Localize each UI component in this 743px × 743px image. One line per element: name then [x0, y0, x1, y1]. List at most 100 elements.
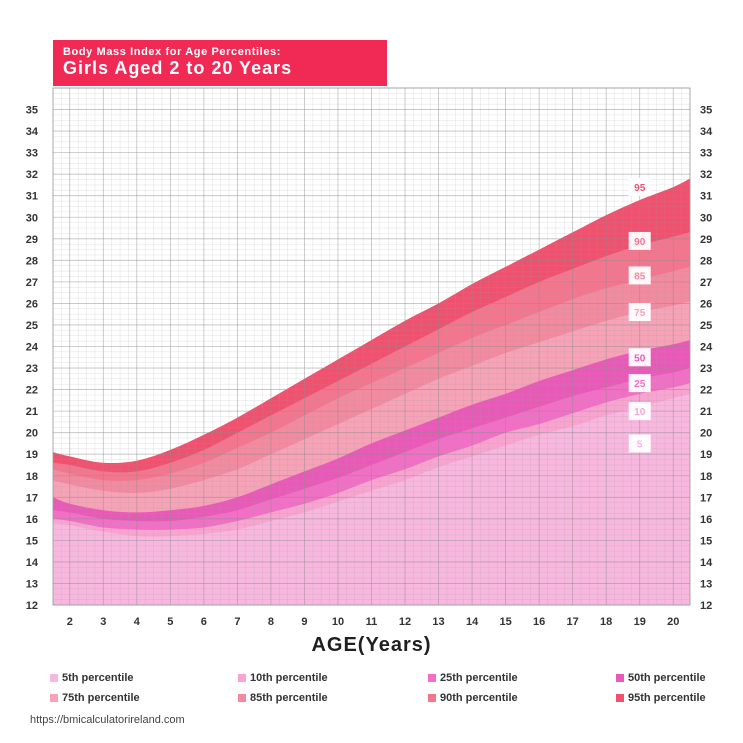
title-banner: Body Mass Index for Age Percentiles: Gir… [53, 40, 387, 86]
y-tick-label-left: 33 [26, 148, 38, 160]
plot-frame [52, 87, 691, 606]
y-tick-label-right: 28 [700, 255, 712, 267]
band-label-text: 75 [634, 308, 646, 319]
x-tick-label: 14 [466, 616, 479, 628]
chart-subtitle: Girls Aged 2 to 20 Years [63, 58, 293, 78]
legend-label: 10th percentile [250, 672, 328, 684]
legend-label: 5th percentile [62, 672, 134, 684]
y-tick-label-right: 15 [700, 535, 712, 547]
x-tick-label: 4 [134, 616, 141, 628]
x-tick-label: 10 [332, 616, 344, 628]
x-tick-label: 6 [201, 616, 207, 628]
band-label-box [628, 231, 651, 250]
legend-label: 85th percentile [250, 692, 328, 704]
x-tick-label: 18 [600, 616, 612, 628]
y-tick-label-right: 12 [700, 600, 712, 612]
y-tick-label-right: 29 [700, 234, 712, 246]
legend-swatch [428, 694, 436, 702]
band-label-75: 75 [628, 303, 651, 322]
band-label-box [628, 374, 651, 393]
y-tick-label-left: 34 [26, 126, 39, 138]
x-tick-label: 3 [100, 616, 106, 628]
y-tick-label-left: 17 [26, 492, 38, 504]
y-tick-label-right: 30 [700, 212, 712, 224]
y-tick-label-left: 27 [26, 277, 38, 289]
band-label-box [628, 348, 651, 367]
source-url[interactable]: https://bmicalculatorireland.com [30, 714, 185, 726]
y-tick-label-right: 33 [700, 148, 712, 160]
y-tick-label-right: 32 [700, 169, 712, 181]
x-tick-label: 13 [432, 616, 444, 628]
y-tick-label-right: 13 [700, 578, 712, 590]
y-tick-label-right: 18 [700, 471, 712, 483]
band-label-25: 25 [628, 374, 651, 393]
band-label-text: 95 [634, 183, 646, 194]
y-tick-label-left: 24 [26, 342, 39, 354]
legend-swatch [50, 674, 58, 682]
x-tick-label: 12 [399, 616, 411, 628]
y-tick-label-left: 19 [26, 449, 38, 461]
band-label-90: 90 [628, 231, 651, 250]
legend-swatch [616, 674, 624, 682]
x-tick-label: 8 [268, 616, 274, 628]
y-tick-label-left: 22 [26, 385, 38, 397]
band-label-text: 5 [637, 439, 643, 450]
legend-label: 95th percentile [628, 692, 706, 704]
band-label-85: 85 [628, 266, 651, 285]
y-tick-label-left: 18 [26, 471, 38, 483]
band-label-text: 25 [634, 379, 646, 390]
legend-swatch [238, 694, 246, 702]
legend-swatch [238, 674, 246, 682]
y-tick-label-left: 16 [26, 514, 38, 526]
legend-swatch [428, 674, 436, 682]
band-label-box [628, 303, 651, 322]
y-tick-label-left: 32 [26, 169, 38, 181]
y-tick-label-left: 30 [26, 212, 38, 224]
x-tick-label: 19 [634, 616, 646, 628]
band-label-10: 10 [628, 402, 651, 421]
band-label-box [628, 434, 651, 453]
x-tick-label: 15 [499, 616, 511, 628]
band-label-text: 50 [634, 353, 646, 364]
y-tick-label-right: 25 [700, 320, 712, 332]
y-tick-label-left: 15 [26, 535, 38, 547]
legend-label: 90th percentile [440, 692, 518, 704]
y-tick-label-left: 25 [26, 320, 38, 332]
band-label-text: 85 [634, 271, 646, 282]
y-tick-label-right: 23 [700, 363, 712, 375]
y-tick-label-right: 16 [700, 514, 712, 526]
x-tick-label: 17 [567, 616, 579, 628]
y-tick-label-left: 23 [26, 363, 38, 375]
y-tick-label-right: 17 [700, 492, 712, 504]
y-tick-label-right: 19 [700, 449, 712, 461]
y-tick-label-right: 34 [700, 126, 713, 138]
y-tick-label-right: 20 [700, 428, 712, 440]
x-tick-label: 2 [67, 616, 73, 628]
y-tick-label-left: 21 [26, 406, 38, 418]
x-axis-label: AGE(Years) [311, 634, 432, 656]
band-label-50: 50 [628, 348, 651, 367]
band-label-box [628, 266, 651, 285]
x-tick-label: 9 [301, 616, 307, 628]
band-label-box [628, 402, 651, 421]
x-tick-label: 16 [533, 616, 545, 628]
y-tick-label-left: 35 [26, 105, 38, 117]
band-label-box [628, 178, 651, 197]
band-label-text: 10 [634, 407, 646, 418]
band-label-95: 95 [628, 178, 651, 197]
chart-title: Body Mass Index for Age Percentiles: [63, 46, 282, 58]
y-tick-label-left: 14 [26, 557, 39, 569]
y-tick-label-left: 13 [26, 578, 38, 590]
y-tick-label-right: 24 [700, 342, 713, 354]
y-tick-label-left: 28 [26, 255, 38, 267]
grid [52, 87, 691, 606]
legend-swatch [616, 694, 624, 702]
y-tick-label-right: 27 [700, 277, 712, 289]
y-tick-label-right: 26 [700, 298, 712, 310]
y-tick-label-left: 20 [26, 428, 38, 440]
y-tick-label-left: 12 [26, 600, 38, 612]
x-tick-label: 11 [366, 616, 378, 628]
y-tick-label-right: 21 [700, 406, 712, 418]
